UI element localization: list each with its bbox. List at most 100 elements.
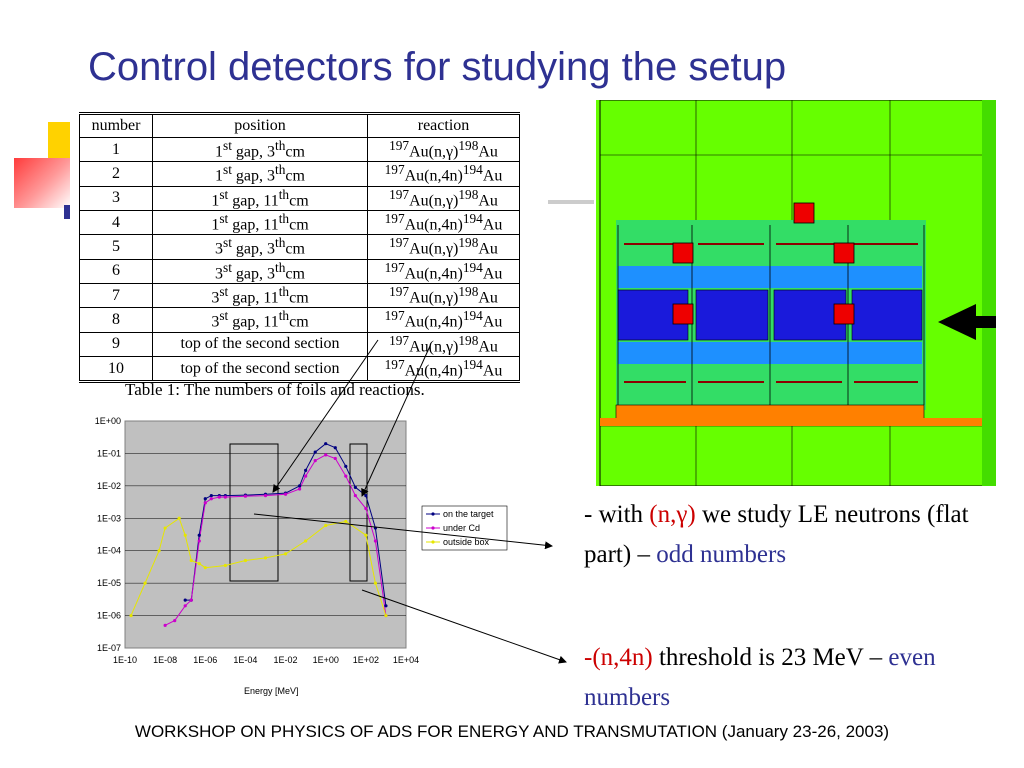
cell-reaction: 197Au(n,4n)194Au: [367, 209, 520, 236]
cell-number: 3: [79, 185, 153, 211]
base-plate: [600, 418, 982, 426]
foil-marker-top: [793, 202, 815, 224]
series-line-1: [164, 454, 387, 626]
data-point: [243, 558, 248, 563]
gap-plates: [624, 243, 918, 383]
data-point: [209, 494, 213, 498]
neutron-spectrum-chart: 1E+00 1E-01 1E-02 1E-03 1E-04 1E-05 1E-06 1E-07…: [95, 416, 508, 696]
data-point: [197, 562, 201, 566]
data-point: [223, 495, 227, 499]
data-point: [333, 446, 337, 450]
data-point: [384, 604, 388, 608]
x-tick-label: 1E+00: [313, 655, 339, 665]
cell-number: 9: [79, 331, 153, 357]
data-point: [189, 598, 193, 602]
data-point: [157, 549, 161, 553]
data-point: [373, 539, 378, 543]
cell-position: 3st gap, 11thcm: [152, 307, 368, 333]
table-row: 9 top of the second section 197Au(n,γ)198A…: [79, 331, 520, 357]
cell-reaction: 197Au(n,γ)198Au: [367, 234, 520, 260]
decorative-red-block: [14, 158, 70, 208]
cell-position: top of the second section: [152, 355, 368, 384]
data-point: [353, 485, 357, 489]
data-point: [263, 556, 268, 560]
arrow-table-to-threshold-region: [361, 345, 431, 497]
cell-reaction: 197Au(n,γ)198Au: [367, 136, 520, 163]
cell-number: 1: [79, 136, 153, 163]
cell-reaction: 197Au(n,4n)194Au: [367, 307, 520, 333]
header-reaction: reaction: [367, 112, 520, 138]
y-tick-label: 1E-04: [97, 546, 121, 556]
data-point: [183, 604, 187, 608]
cell-reaction: 197Au(n,4n)194Au: [367, 355, 520, 384]
plot-area: [124, 420, 407, 649]
flat-region-box: [229, 443, 279, 582]
data-point: [243, 494, 248, 498]
data-point: [263, 494, 268, 498]
header-position: position: [152, 112, 368, 138]
data-point: [163, 623, 167, 627]
x-tick-label: 1E-08: [153, 655, 177, 665]
y-tick-label: 1E-02: [97, 481, 121, 491]
setup-geometry-figure: [596, 100, 996, 486]
cell-number: 5: [79, 234, 153, 260]
data-point: [183, 598, 187, 602]
table-row: 4 1st gap, 11thcm 197Au(n,4n)194Au: [79, 209, 520, 236]
foils-table: number position reaction 1 1st gap, 3thcm…: [79, 112, 520, 384]
target-section-4: [851, 289, 923, 341]
table-row: 10 top of the second section 197Au(n,4n)19…: [79, 355, 520, 384]
x-tick-label: 1E+02: [353, 655, 379, 665]
grid: [125, 453, 406, 616]
cell-position: 1st gap, 11thcm: [152, 185, 368, 211]
y-tick-label: 1E+00: [95, 416, 121, 426]
beam-arrow-shaft: [970, 316, 996, 328]
data-point: [197, 539, 201, 543]
data-point: [177, 516, 181, 520]
cell-position: 3st gap, 3thcm: [152, 234, 368, 260]
data-point: [313, 450, 317, 454]
decorative-divider: [548, 200, 594, 204]
foil-marker-right-center: [833, 303, 855, 325]
beam-arrow: [938, 304, 996, 340]
data-point: [298, 484, 302, 488]
footer-text: WORKSHOP ON PHYSICS OF ADS FOR ENERGY AN…: [134, 722, 890, 741]
data-point: [129, 613, 133, 618]
arrow-table-to-flat-region: [272, 339, 379, 493]
cell-reaction: 197Au(n,4n)194Au: [367, 161, 520, 187]
data-point: [163, 526, 167, 530]
legend-marker-under-cd: [431, 526, 435, 530]
data-point: [364, 506, 368, 511]
foil-markers: [672, 202, 855, 325]
table-header-row: number position reaction: [79, 112, 520, 138]
cell-position: 1st gap, 11thcm: [152, 209, 368, 236]
y-tick-label: 1E-07: [97, 643, 121, 653]
data-point: [304, 539, 308, 543]
data-point: [324, 453, 328, 457]
y-tick-label: 1E-03: [97, 513, 121, 523]
data-point: [197, 533, 201, 537]
data-point: [189, 558, 193, 563]
legend-under-cd: under Cd: [443, 523, 480, 533]
legend-on-target: on the target: [443, 509, 494, 519]
cell-reaction: 197Au(n,γ)198Au: [367, 185, 520, 211]
series-points: [129, 442, 388, 627]
table-row: 2 1st gap, 3thcm 197Au(n,4n)194Au: [79, 161, 520, 187]
y-tick-labels: 1E+00 1E-01 1E-02 1E-03 1E-04 1E-05 1E-06 1E-07: [95, 416, 121, 653]
data-point: [344, 519, 348, 524]
cell-reaction: 197Au(n,4n)194Au: [367, 258, 520, 284]
foil-marker-left-center: [672, 303, 694, 325]
data-point: [324, 442, 328, 446]
table-row: 6 3st gap, 3thcm 197Au(n,4n)194Au: [79, 258, 520, 284]
beam-arrow-head: [938, 304, 976, 340]
even-numbers-explanation: -(n,4n) threshold is 23 MeV – even numbe…: [584, 644, 936, 711]
data-point: [143, 581, 147, 585]
table-row: 1 1st gap, 3thcm 197Au(n,γ)198Au: [79, 136, 520, 163]
arrow-flat-region-to-text: [253, 513, 553, 550]
data-point: [324, 523, 328, 528]
cell-number: 2: [79, 161, 153, 187]
data-point: [203, 566, 207, 570]
arrow-threshold-to-text: [361, 589, 567, 664]
target-sections: [617, 289, 923, 341]
data-point: [344, 464, 348, 468]
x-tick-label: 1E-10: [113, 655, 137, 665]
